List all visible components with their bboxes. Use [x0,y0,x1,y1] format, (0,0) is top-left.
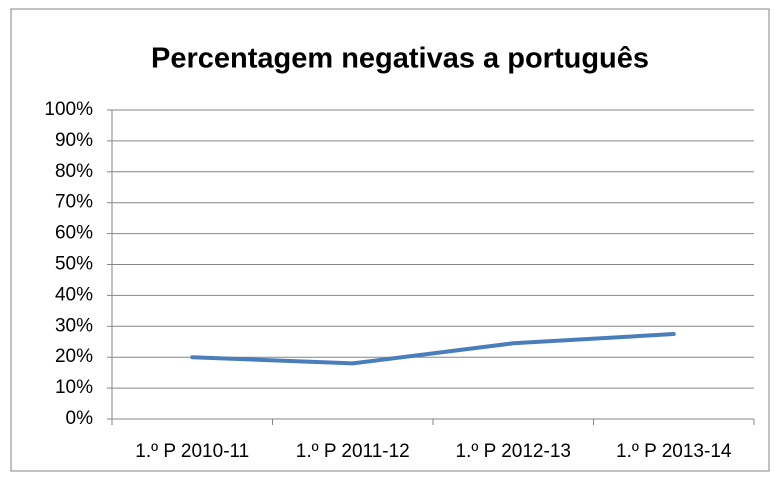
x-tick-label: 1.º P 2011-12 [296,441,410,462]
y-tick-label: 20% [55,346,93,367]
x-tick-label: 1.º P 2012-13 [456,441,571,462]
y-tick-label: 100% [44,99,93,120]
y-tick-label: 70% [55,192,93,213]
chart-frame [10,8,770,472]
y-tick-label: 90% [55,130,93,151]
y-tick-label: 30% [55,315,93,336]
data-line [190,332,676,366]
y-tick-label: 10% [55,377,93,398]
x-tick-label: 1.º P 2013-14 [616,441,732,462]
y-tick-label: 40% [55,284,93,305]
y-tick-label: 50% [55,254,93,275]
chart-title: Percentagem negativas a português [151,43,649,75]
y-tick-label: 60% [55,223,93,244]
y-tick-label: 80% [55,161,93,182]
x-tick-label: 1.º P 2010-11 [135,441,249,462]
y-tick-label: 0% [66,408,94,429]
